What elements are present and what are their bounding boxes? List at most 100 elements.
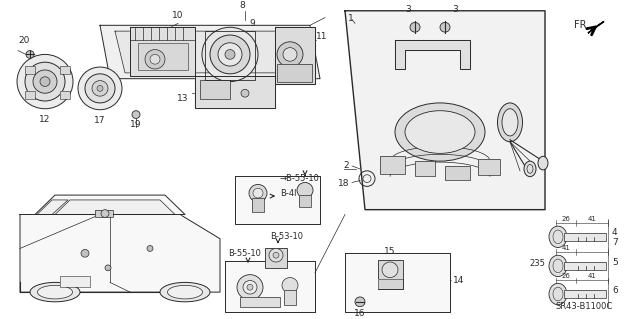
Bar: [378, 260, 403, 289]
Text: 26: 26: [561, 216, 570, 222]
Text: B-55-10: B-55-10: [228, 249, 261, 258]
Text: 13: 13: [177, 93, 188, 103]
Bar: [380, 156, 405, 174]
Polygon shape: [37, 200, 68, 214]
Text: 16: 16: [355, 308, 365, 318]
Ellipse shape: [549, 226, 567, 248]
Circle shape: [249, 184, 267, 202]
Polygon shape: [235, 176, 320, 224]
Bar: [200, 80, 230, 99]
Circle shape: [81, 249, 89, 257]
Polygon shape: [100, 25, 320, 79]
Circle shape: [145, 49, 165, 69]
Bar: [284, 290, 296, 305]
Polygon shape: [195, 76, 275, 108]
Circle shape: [97, 85, 103, 91]
Bar: [205, 31, 255, 80]
Bar: [252, 198, 264, 211]
Bar: [138, 43, 188, 70]
Text: 4: 4: [612, 228, 618, 237]
Circle shape: [78, 67, 122, 110]
Bar: [478, 159, 500, 175]
Circle shape: [85, 74, 115, 103]
Bar: [277, 64, 312, 82]
Text: 7: 7: [612, 238, 618, 247]
Circle shape: [225, 49, 235, 59]
Text: 14: 14: [453, 276, 465, 285]
Text: 17: 17: [94, 115, 106, 124]
Bar: [380, 156, 405, 174]
Circle shape: [243, 280, 257, 294]
Text: 3: 3: [405, 5, 411, 14]
Text: 41: 41: [561, 245, 570, 251]
Bar: [378, 260, 403, 289]
Circle shape: [202, 27, 258, 82]
Circle shape: [210, 35, 250, 74]
Ellipse shape: [38, 285, 72, 299]
Circle shape: [147, 246, 153, 251]
Bar: [60, 276, 90, 287]
Bar: [564, 262, 606, 270]
Bar: [299, 195, 311, 207]
Text: B-53-10: B-53-10: [270, 232, 303, 241]
Polygon shape: [395, 40, 470, 69]
Ellipse shape: [395, 103, 485, 161]
Circle shape: [277, 42, 303, 67]
Bar: [25, 66, 35, 74]
Text: FR.: FR.: [574, 20, 589, 30]
Circle shape: [33, 70, 57, 93]
Circle shape: [410, 22, 420, 32]
Ellipse shape: [549, 283, 567, 305]
Circle shape: [150, 55, 160, 64]
Polygon shape: [345, 253, 450, 312]
Circle shape: [101, 210, 109, 218]
Ellipse shape: [549, 255, 567, 277]
Bar: [564, 290, 606, 298]
Circle shape: [132, 111, 140, 118]
Circle shape: [105, 265, 111, 271]
Ellipse shape: [497, 103, 522, 142]
Bar: [240, 297, 280, 307]
Bar: [25, 91, 35, 99]
Text: 15: 15: [384, 247, 396, 256]
Text: →B-55-10: →B-55-10: [280, 174, 320, 183]
Bar: [277, 64, 312, 82]
Text: 10: 10: [172, 11, 184, 19]
Circle shape: [355, 297, 365, 307]
Bar: [564, 262, 606, 270]
Circle shape: [297, 182, 313, 198]
Circle shape: [17, 55, 73, 109]
Text: 11: 11: [316, 33, 328, 41]
Circle shape: [440, 22, 450, 32]
Bar: [265, 249, 287, 268]
Text: 18: 18: [337, 179, 349, 188]
Polygon shape: [275, 27, 315, 84]
Bar: [445, 166, 470, 180]
Circle shape: [25, 62, 65, 101]
Circle shape: [273, 252, 279, 258]
Bar: [415, 161, 435, 176]
Text: 20: 20: [18, 36, 29, 45]
Text: 19: 19: [131, 120, 141, 130]
Text: 41: 41: [588, 273, 596, 279]
Circle shape: [382, 262, 398, 278]
Bar: [564, 233, 606, 241]
Bar: [445, 166, 470, 180]
Ellipse shape: [405, 111, 475, 153]
Text: 9: 9: [249, 19, 255, 28]
Polygon shape: [345, 11, 545, 210]
Bar: [284, 290, 296, 305]
Circle shape: [241, 89, 249, 97]
Text: 6: 6: [612, 286, 618, 295]
Circle shape: [283, 48, 297, 61]
Circle shape: [237, 275, 263, 300]
Bar: [25, 91, 35, 99]
Bar: [415, 161, 435, 176]
Text: 2: 2: [344, 161, 349, 170]
Text: SR43-B1100C: SR43-B1100C: [555, 302, 612, 311]
Bar: [138, 43, 188, 70]
Ellipse shape: [168, 285, 202, 299]
Circle shape: [40, 77, 50, 86]
Polygon shape: [55, 200, 175, 214]
Bar: [378, 279, 403, 289]
